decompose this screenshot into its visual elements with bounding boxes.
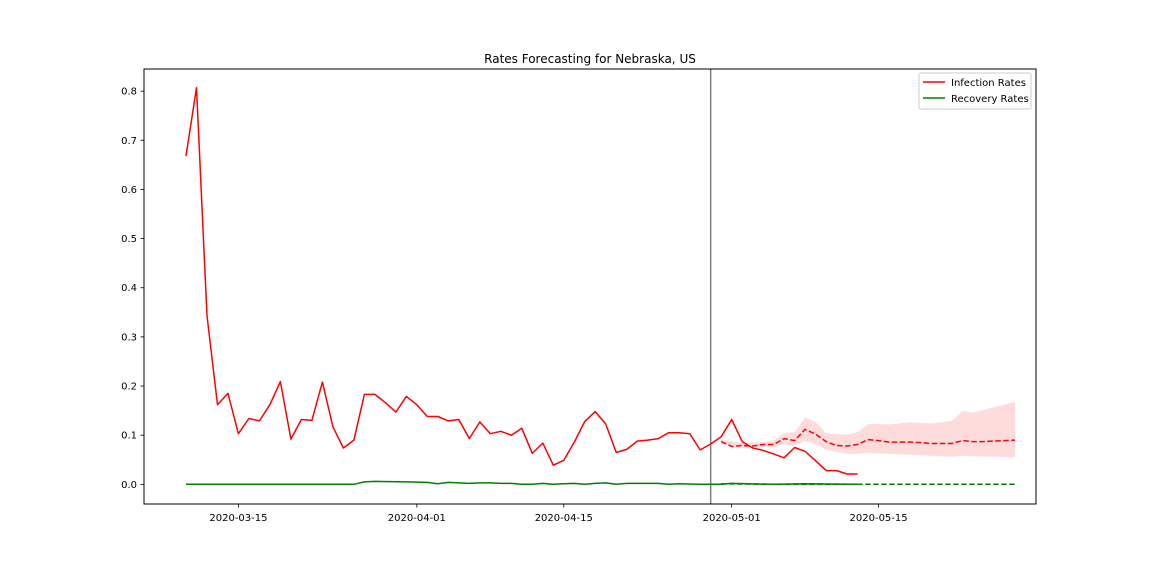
x-tick-label: 2020-04-15 [535,513,593,524]
legend: Infection Rates Recovery Rates [918,72,1032,110]
y-tick-label: 0.2 [121,382,137,393]
recovery-rates-line [186,480,858,486]
x-tick-label: 2020-03-15 [209,513,267,524]
y-tick-label: 0.3 [121,332,137,343]
recovery-forecast-line [721,483,1015,486]
plot-content [185,69,1016,504]
y-tick-label: 0.7 [121,136,137,147]
legend-box [918,72,1032,110]
x-tick-label: 2020-05-01 [703,513,761,524]
legend-label-recovery: Recovery Rates [951,94,1029,105]
legend-label-infection: Infection Rates [951,78,1026,89]
y-tick-label: 0.0 [121,480,137,491]
infection-rates-line [185,86,858,475]
axes-frame [143,68,1037,505]
y-tick-label: 0.4 [121,283,137,294]
infection-forecast-line [720,428,1016,448]
y-tick-label: 0.5 [121,234,137,245]
x-tick-label: 2020-04-01 [388,513,446,524]
y-tick-label: 0.8 [121,87,137,98]
y-tick-label: 0.6 [121,185,137,196]
plot-area [185,69,1016,504]
x-tick-label: 2020-05-15 [850,513,908,524]
chart-title: Rates Forecasting for Nebraska, US [484,52,696,66]
y-tick-label: 0.1 [121,431,137,442]
axes: 2020-03-15 2020-04-01 2020-04-15 2020-05-01… [121,87,908,524]
